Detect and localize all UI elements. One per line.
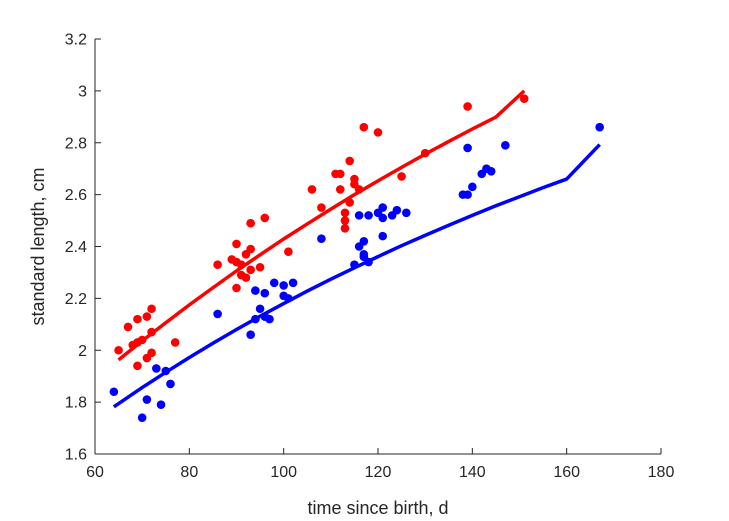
data-point-series-2 [402, 208, 411, 218]
data-point-series-2 [251, 286, 260, 295]
x-tick-label: 180 [648, 464, 675, 481]
y-tick-label: 2.8 [65, 135, 87, 152]
plot-area [95, 39, 661, 454]
data-point-series-2 [501, 141, 510, 150]
data-point-series-1 [213, 260, 222, 269]
data-point-series-1 [133, 361, 142, 371]
y-tick-label: 2.4 [65, 239, 87, 256]
data-point-series-2 [152, 364, 161, 373]
y-tick-label: 2 [78, 343, 87, 360]
data-point-series-1 [284, 247, 293, 256]
data-point-series-2 [142, 395, 152, 404]
data-point-series-2 [251, 314, 260, 324]
x-tick-label: 140 [459, 464, 486, 481]
data-point-series-2 [468, 182, 477, 192]
y-tick-label: 1.6 [65, 447, 87, 464]
data-point-series-1 [133, 314, 142, 324]
data-point-series-1 [255, 262, 265, 272]
y-tick-label: 2.2 [65, 291, 87, 308]
data-point-series-2 [364, 211, 373, 220]
data-point-series-2 [156, 400, 166, 410]
data-point-series-1 [317, 203, 326, 212]
data-point-series-2 [255, 304, 265, 314]
fit-line-1 [117, 89, 526, 362]
data-point-series-2 [486, 166, 496, 176]
x-tick-label: 60 [86, 464, 104, 481]
data-point-series-1 [236, 260, 246, 269]
data-point-series-2 [288, 278, 298, 288]
data-point-series-1 [147, 348, 156, 358]
data-point-series-2 [354, 211, 364, 220]
data-point-series-2 [279, 281, 288, 290]
data-point-series-1 [142, 312, 152, 321]
data-point-series-1 [114, 345, 123, 355]
data-points [109, 94, 604, 422]
data-point-series-2 [246, 330, 255, 339]
data-point-series-1 [232, 283, 241, 293]
x-tick-label: 80 [180, 464, 198, 481]
data-point-series-2 [161, 366, 171, 376]
data-point-series-2 [378, 203, 388, 212]
data-point-series-1 [340, 216, 350, 225]
axes: 60 80 100 120 140 160 180 1.6 1.8 2 2.2 2.4 2.6 2.8 3 3… [65, 32, 675, 482]
x-tick-label: 160 [553, 464, 580, 481]
data-point-series-1 [335, 169, 345, 179]
y-tick-label: 3 [78, 83, 87, 100]
data-point-series-2 [350, 260, 359, 269]
data-point-series-2 [213, 309, 222, 319]
y-tick-label: 3.2 [65, 32, 87, 49]
y-tick-label: 2.6 [65, 187, 87, 204]
data-point-series-1 [232, 239, 241, 249]
data-point-series-1 [359, 122, 369, 132]
data-point-series-1 [246, 265, 255, 275]
data-point-series-1 [137, 335, 147, 345]
data-point-series-1 [123, 322, 133, 332]
data-point-series-2 [378, 213, 388, 223]
y-tick-label: 1.8 [65, 395, 87, 412]
data-point-series-1 [340, 208, 350, 218]
x-tick-label: 120 [365, 464, 392, 481]
data-point-series-2 [109, 387, 119, 397]
data-point-series-1 [354, 185, 364, 194]
data-point-series-2 [392, 205, 402, 215]
axes-frame [95, 39, 661, 454]
data-point-series-1 [260, 213, 270, 223]
data-point-series-1 [147, 304, 156, 314]
x-axis-label: time since birth, d [307, 498, 448, 518]
data-point-series-1 [340, 224, 350, 233]
data-point-series-1 [420, 148, 430, 158]
data-point-series-1 [345, 156, 355, 166]
data-point-series-2 [260, 288, 270, 298]
data-point-series-1 [335, 185, 345, 194]
data-point-series-2 [364, 257, 373, 267]
data-point-series-1 [345, 198, 355, 207]
y-axis-label: standard length, cm [28, 167, 48, 325]
data-point-series-2 [463, 190, 472, 199]
data-point-series-2 [166, 379, 175, 389]
data-point-series-1 [170, 338, 180, 347]
data-point-series-1 [373, 128, 383, 137]
data-point-series-2 [359, 237, 369, 246]
data-point-series-1 [246, 218, 255, 228]
data-point-series-2 [317, 234, 326, 244]
data-point-series-2 [595, 122, 604, 132]
data-point-series-1 [246, 244, 255, 254]
data-point-series-1 [463, 102, 472, 111]
data-point-series-1 [397, 172, 406, 181]
data-point-series-1 [307, 185, 317, 194]
data-point-series-2 [265, 314, 274, 324]
data-point-series-2 [137, 413, 147, 422]
x-tick-label: 100 [270, 464, 297, 481]
data-point-series-1 [519, 94, 529, 103]
data-point-series-2 [378, 231, 388, 241]
data-point-series-2 [269, 278, 279, 288]
data-point-series-1 [241, 273, 251, 282]
data-point-series-2 [284, 294, 293, 303]
data-point-series-2 [463, 143, 472, 153]
data-point-series-1 [147, 327, 156, 337]
